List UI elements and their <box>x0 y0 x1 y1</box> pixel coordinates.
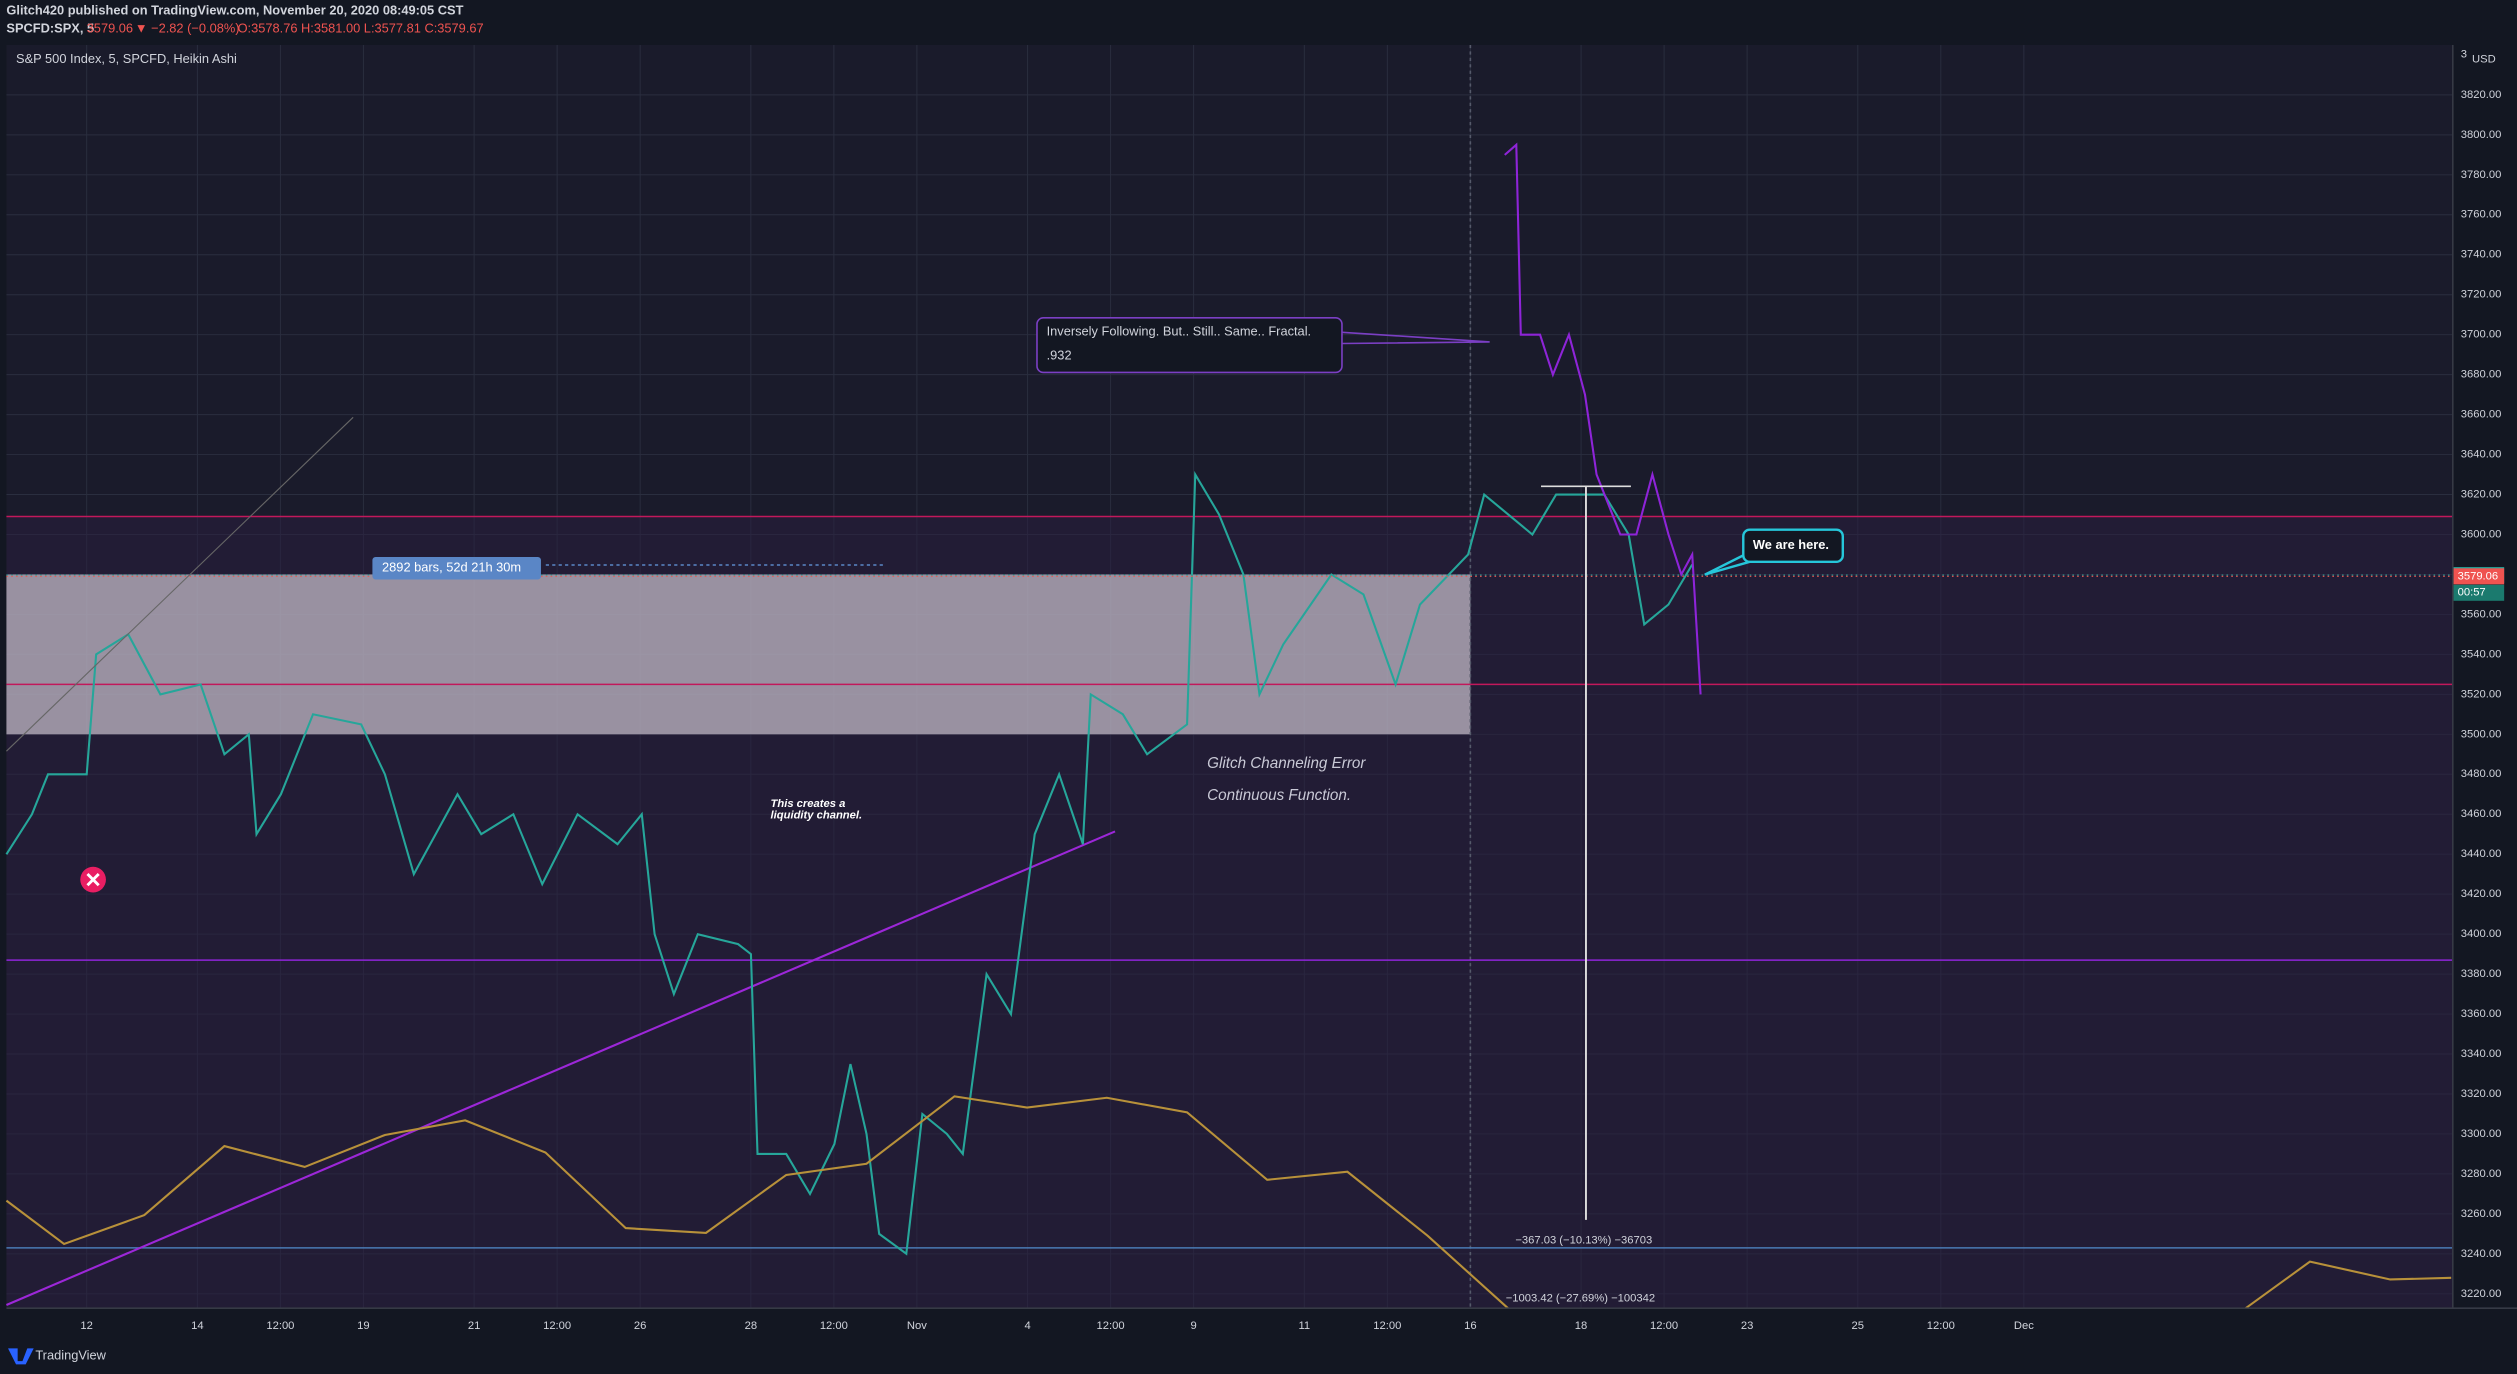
x-tick-label: 12:00 <box>1650 1320 1678 1332</box>
callout-text: We are here. <box>1753 537 1829 552</box>
x-tick-label: 11 <box>1298 1320 1310 1332</box>
y-tick-label: 3660.00 <box>2461 409 2502 421</box>
x-tick-label: 18 <box>1575 1320 1587 1332</box>
y-tick-label: 3680.00 <box>2461 369 2502 381</box>
y-tick-label: 3500.00 <box>2461 728 2502 740</box>
drawing-line <box>6 416 354 752</box>
x-tick-label: 12:00 <box>266 1320 294 1332</box>
price-label: 00:57 <box>2458 587 2486 599</box>
callout-pointer <box>1341 331 1490 345</box>
brand: TradingView <box>35 1348 106 1363</box>
plot <box>5 44 2453 1310</box>
y-tick-label: 3520.00 <box>2461 688 2502 700</box>
chart-title: S&P 500 Index, 5, SPCFD, Heikin Ashi <box>16 51 237 66</box>
callout-text: .932 <box>1047 348 1072 363</box>
x-tick-label: 12:00 <box>1373 1320 1401 1332</box>
x-tick-label: 14 <box>191 1320 203 1332</box>
y-tick-label: 3240.00 <box>2461 1248 2502 1260</box>
close-icon-x <box>86 872 100 887</box>
y-tick-label: 3820.00 <box>2461 89 2502 101</box>
series-line <box>1504 142 1702 695</box>
y-tick-label: 3220.00 <box>2461 1288 2502 1300</box>
currency: USD <box>2472 53 2496 65</box>
x-tick-label: 23 <box>1741 1320 1753 1332</box>
y-tick-label: 3400.00 <box>2461 928 2502 940</box>
price-label-box <box>2452 568 2505 585</box>
note: Glitch Channeling Error <box>1207 755 1366 772</box>
price-label-box <box>2452 584 2505 601</box>
y-tick-label: 3540.00 <box>2461 648 2502 660</box>
symbol: SPCFD:SPX, 5 <box>6 20 94 35</box>
x-tick-label: Dec <box>2014 1320 2034 1332</box>
y-tick-label: 3380.00 <box>2461 968 2502 980</box>
x-tick-label: 4 <box>1024 1320 1030 1332</box>
price-label: 3579.06 <box>2458 570 2499 582</box>
brand-logo <box>8 1348 34 1365</box>
measure-label: −367.03 (−10.13%) −36703 <box>1515 1235 1652 1247</box>
series-line <box>5 470 1694 1256</box>
x-tick-label: 21 <box>468 1320 480 1332</box>
y-tick-label: 3780.00 <box>2461 169 2502 181</box>
x-tick-label: 12:00 <box>543 1320 571 1332</box>
y-tick-label: 3420.00 <box>2461 888 2502 900</box>
ohlc: O:3578.76 H:3581.00 L:3577.81 C:3579.67 <box>238 20 484 35</box>
x-tick-label: 12:00 <box>1097 1320 1125 1332</box>
x-tick-label: 28 <box>745 1320 757 1332</box>
series-line <box>5 1095 2452 1310</box>
change: ▼ −2.82 (−0.08%) <box>135 20 240 35</box>
zone <box>6 574 1471 735</box>
callout-text: Inversely Following. But.. Still.. Same.… <box>1047 324 1312 339</box>
y-tick-label: 3720.00 <box>2461 289 2502 301</box>
y-tick-label: 3360.00 <box>2461 1008 2502 1020</box>
y-tick-label: 3440.00 <box>2461 848 2502 860</box>
y-tick-label: 3300.00 <box>2461 1128 2502 1140</box>
bars-label: 2892 bars, 52d 21h 30m <box>382 560 521 575</box>
axis-top-label: 3 <box>2461 49 2467 61</box>
y-tick-label: 3460.00 <box>2461 808 2502 820</box>
y-tick-label: 3480.00 <box>2461 768 2502 780</box>
y-tick-label: 3560.00 <box>2461 608 2502 620</box>
y-tick-label: 3800.00 <box>2461 129 2502 141</box>
y-tick-label: 3280.00 <box>2461 1168 2502 1180</box>
x-tick-label: 12 <box>80 1320 92 1332</box>
x-tick-label: 9 <box>1191 1320 1197 1332</box>
x-tick-label: Nov <box>907 1320 927 1332</box>
last-price: 3579.06 <box>87 20 133 35</box>
x-tick-label: 12:00 <box>820 1320 848 1332</box>
trendline <box>6 830 1116 1306</box>
callout-pointer <box>1704 554 1751 576</box>
y-tick-label: 3320.00 <box>2461 1088 2502 1100</box>
y-tick-label: 3740.00 <box>2461 249 2502 261</box>
note: Continuous Function. <box>1207 787 1351 804</box>
note: This creates a <box>771 798 846 810</box>
measure-label: −1003.42 (−27.69%) −100342 <box>1506 1293 1655 1305</box>
note: liquidity channel. <box>771 809 863 821</box>
x-tick-label: 26 <box>634 1320 646 1332</box>
x-tick-label: 19 <box>357 1320 369 1332</box>
callout-box <box>1036 317 1343 374</box>
y-tick-label: 3620.00 <box>2461 489 2502 501</box>
publisher: Glitch420 published on TradingView.com, … <box>6 3 463 18</box>
x-tick-label: 12:00 <box>1927 1320 1955 1332</box>
y-tick-label: 3260.00 <box>2461 1208 2502 1220</box>
callout-box <box>1742 528 1845 564</box>
x-tick-label: 25 <box>1852 1320 1864 1332</box>
bars-box <box>372 556 541 580</box>
x-tick-label: 16 <box>1464 1320 1476 1332</box>
y-tick-label: 3640.00 <box>2461 449 2502 461</box>
y-tick-label: 3600.00 <box>2461 528 2502 540</box>
y-tick-label: 3760.00 <box>2461 209 2502 221</box>
y-tick-label: 3700.00 <box>2461 329 2502 341</box>
y-tick-label: 3340.00 <box>2461 1048 2502 1060</box>
